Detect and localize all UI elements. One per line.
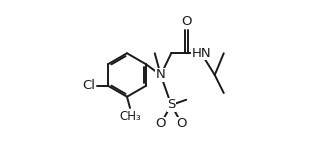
Text: O: O — [156, 117, 166, 130]
Text: Cl: Cl — [82, 79, 95, 92]
Text: N: N — [156, 69, 165, 81]
Text: O: O — [177, 117, 187, 130]
Text: O: O — [181, 15, 191, 28]
Text: CH₃: CH₃ — [119, 110, 141, 123]
Text: HN: HN — [191, 47, 211, 60]
Text: S: S — [167, 99, 175, 111]
